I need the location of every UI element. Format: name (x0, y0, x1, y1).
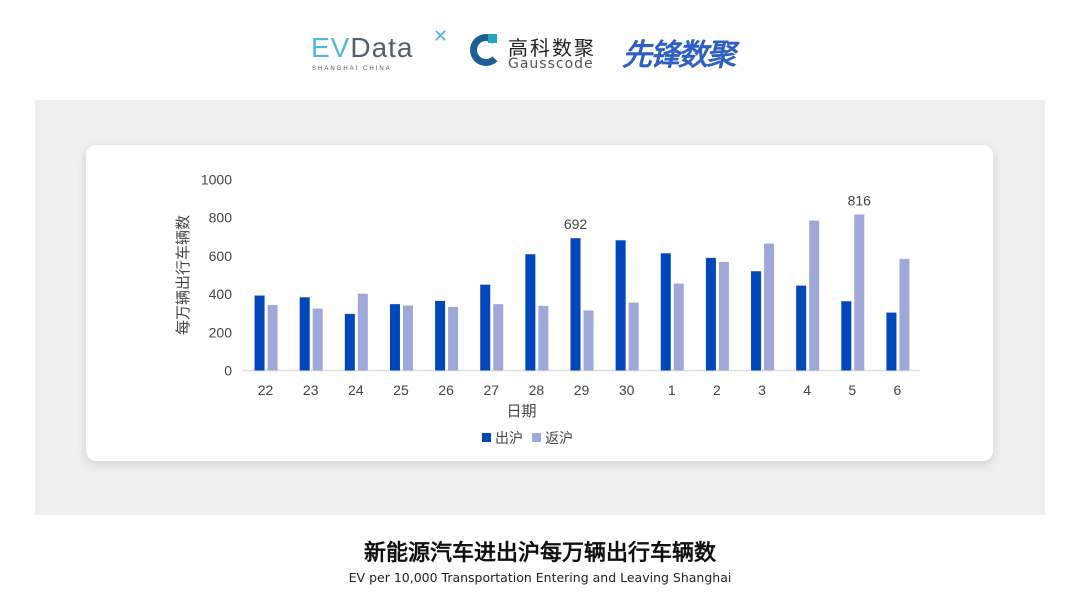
evdata-sub: SHANGHAI CHINA (312, 66, 392, 72)
logo-bar: EVData ✕ SHANGHAI CHINA 高科数聚 Gausscode 先锋数聚 (0, 24, 1080, 74)
bar-return (448, 306, 459, 371)
y-tick-label: 600 (209, 248, 233, 264)
bar-return (312, 308, 323, 371)
bar-exit (254, 295, 265, 371)
y-tick-label: 200 (209, 324, 233, 340)
x-tick-label: 26 (438, 382, 454, 398)
x-tick-label: 23 (303, 382, 319, 398)
bar-exit (705, 257, 716, 371)
x-tick-label: 30 (619, 382, 635, 398)
bar-return (583, 310, 594, 371)
x-tick-label: 5 (848, 382, 856, 398)
bar-return (764, 243, 775, 371)
bar-exit (615, 240, 626, 371)
data-label: 816 (848, 192, 872, 208)
legend-swatch (482, 433, 491, 442)
xianfeng-logo: 先锋数聚 (622, 38, 736, 73)
bar-return (402, 305, 413, 371)
legend-swatch (532, 433, 541, 442)
bar-return (267, 304, 278, 371)
data-label: 692 (564, 216, 588, 232)
bar-exit (751, 271, 762, 371)
evdata-logo: EVData ✕ SHANGHAI CHINA (311, 26, 450, 72)
bar-return (628, 302, 639, 371)
page-title: 新能源汽车进出沪每万辆出行车辆数 (363, 541, 716, 566)
gausscode-en: Gausscode (508, 56, 594, 72)
bar-exit (435, 300, 446, 371)
x-tick-label: 24 (348, 382, 364, 398)
bar-exit (344, 313, 355, 371)
y-tick-label: 800 (209, 210, 233, 226)
x-tick-label: 4 (803, 382, 811, 398)
bar-exit (525, 254, 536, 371)
x-tick-label: 22 (258, 382, 274, 398)
y-tick-label: 1000 (201, 171, 232, 187)
bar-return (809, 220, 820, 371)
x-tick-label: 3 (758, 382, 766, 398)
x-tick-label: 28 (529, 382, 545, 398)
legend-label: 返沪 (545, 431, 573, 447)
bar-exit (570, 238, 581, 371)
y-axis-title: 每万辆出行车辆数 (174, 215, 192, 335)
x-tick-label: 1 (668, 382, 676, 398)
bar-exit (299, 297, 310, 371)
x-tick-label: 29 (574, 382, 590, 398)
gausscode-cn: 高科数聚 (508, 36, 596, 60)
bar-return (538, 305, 549, 371)
bar-return (854, 214, 865, 371)
y-tick-label: 400 (209, 286, 233, 302)
x-tick-label: 2 (713, 382, 721, 398)
x-tick-label: 25 (393, 382, 409, 398)
y-tick-label: 0 (224, 363, 232, 379)
bar-return (357, 293, 368, 371)
bar-exit (660, 253, 671, 371)
bar-return (493, 304, 504, 371)
bar-exit (841, 301, 852, 371)
bar-return (718, 261, 729, 371)
bar-return (899, 258, 910, 371)
x-tick-label: 27 (483, 382, 499, 398)
x-tick-label: 6 (894, 382, 902, 398)
legend-label: 出沪 (495, 431, 523, 447)
bar-exit (389, 304, 400, 371)
page-subtitle: EV per 10,000 Transportation Entering an… (348, 570, 732, 585)
bar-exit (886, 312, 897, 371)
bar-exit (480, 284, 491, 371)
x-axis-title: 日期 (506, 402, 536, 420)
bar-exit (796, 285, 807, 371)
bar-return (673, 283, 684, 371)
